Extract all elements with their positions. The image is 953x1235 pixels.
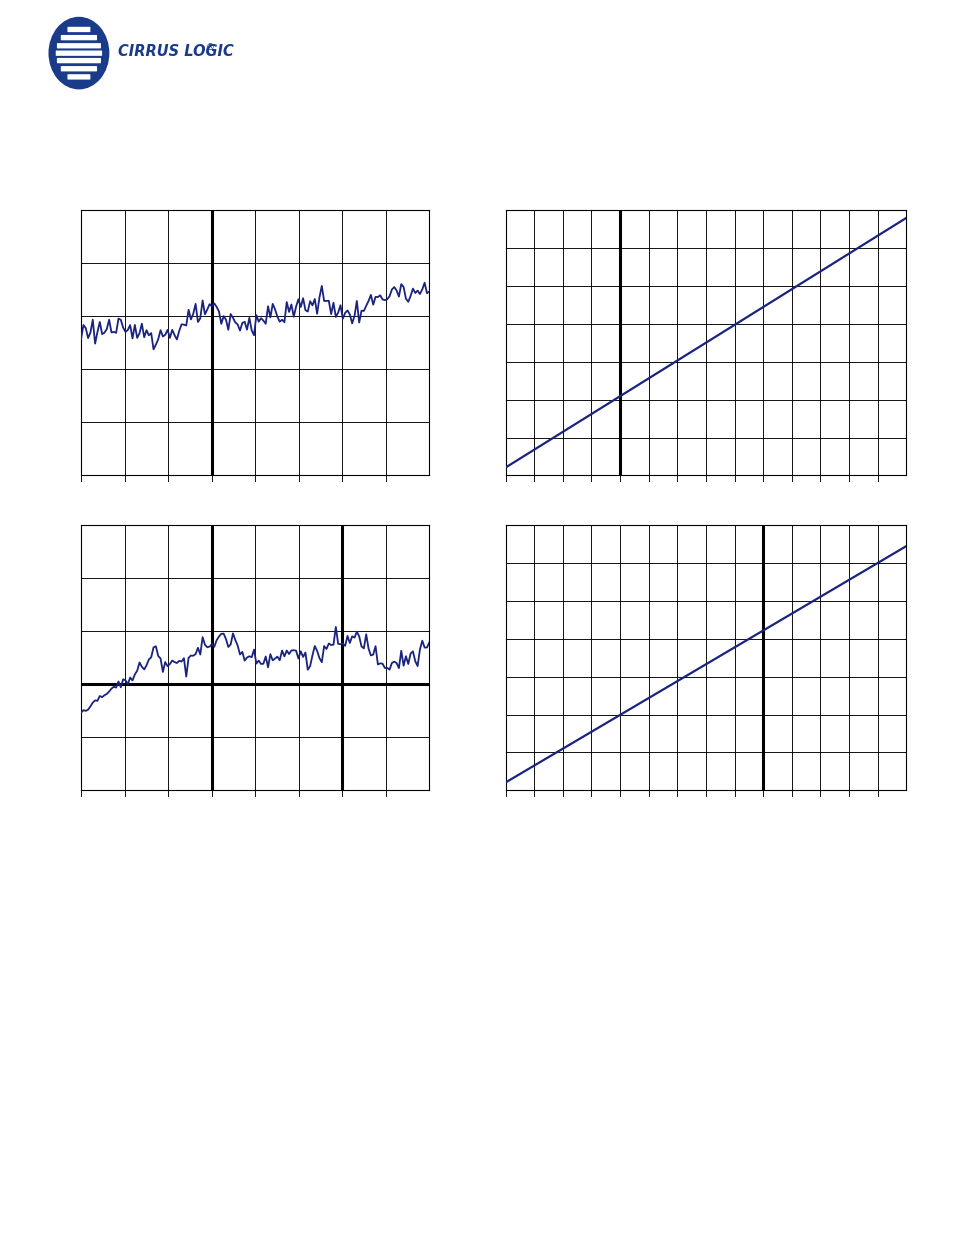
FancyBboxPatch shape (68, 27, 91, 32)
Text: ®: ® (206, 43, 215, 52)
FancyBboxPatch shape (55, 51, 102, 56)
FancyBboxPatch shape (57, 43, 101, 48)
Text: CIRRUS LOGIC: CIRRUS LOGIC (118, 44, 233, 59)
FancyBboxPatch shape (57, 58, 101, 63)
FancyBboxPatch shape (68, 74, 91, 79)
FancyBboxPatch shape (61, 35, 97, 41)
Ellipse shape (49, 17, 110, 89)
FancyBboxPatch shape (61, 65, 97, 72)
